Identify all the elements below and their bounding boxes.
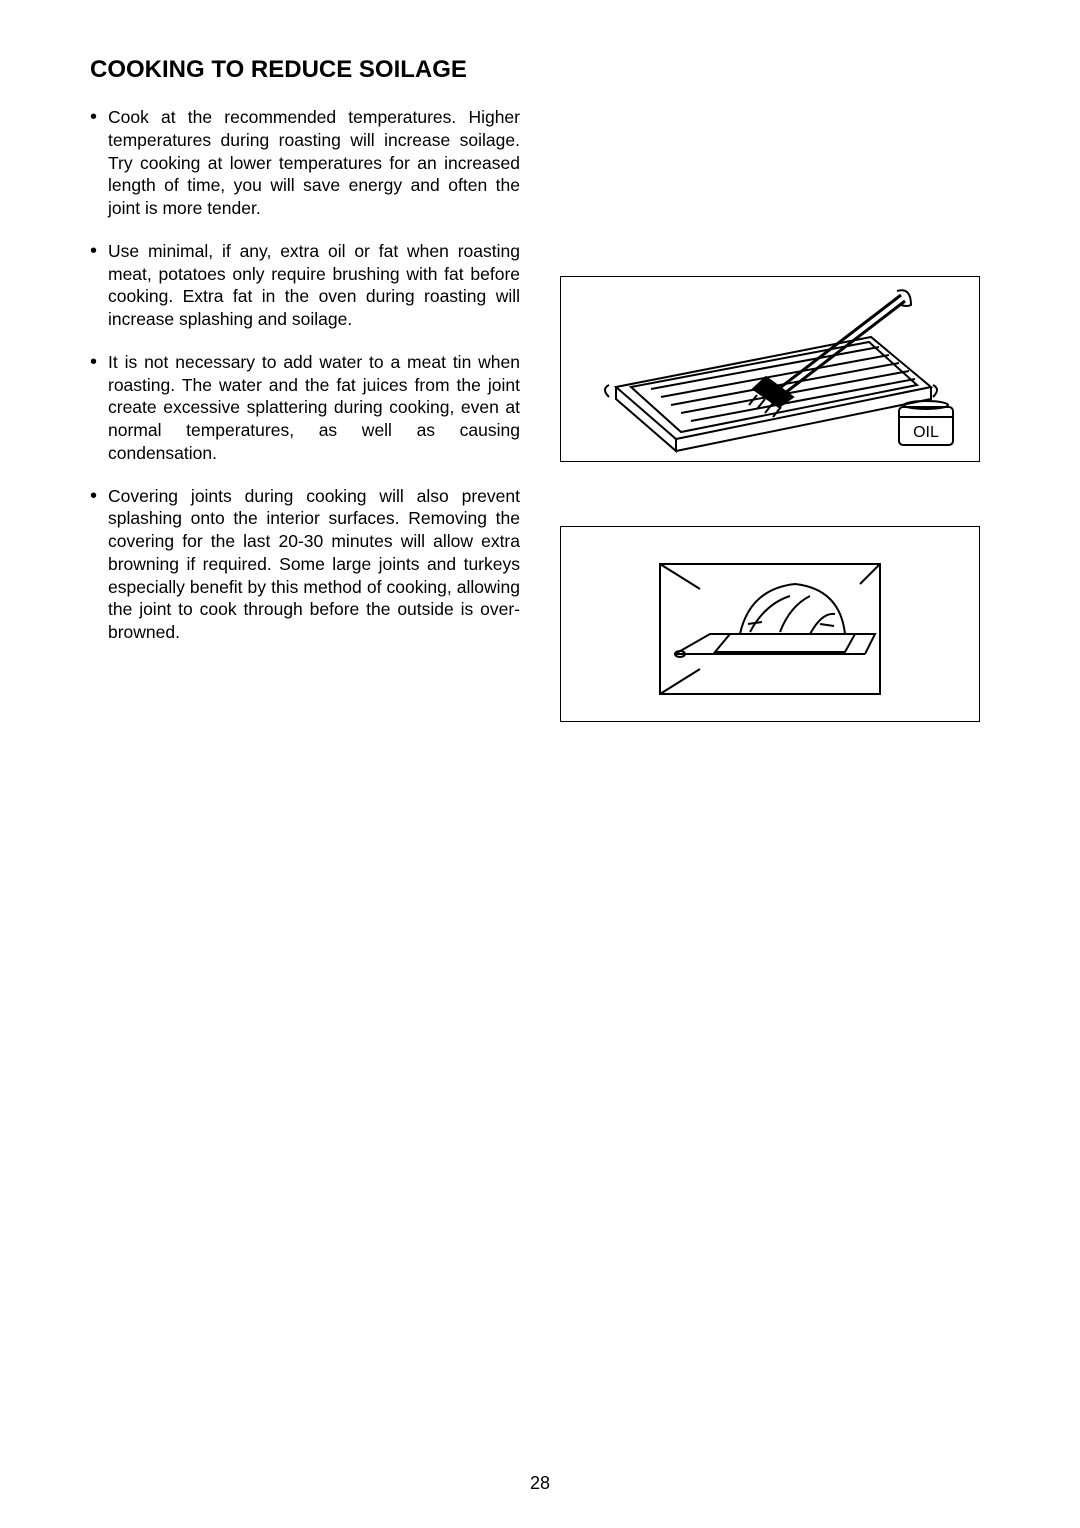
oil-label: OIL xyxy=(913,424,939,441)
figure-covered-joint xyxy=(560,526,980,722)
covered-joint-oven-icon xyxy=(630,534,910,714)
bullet-list: Cook at the recommended temperatures. Hi… xyxy=(90,106,520,644)
page-container: COOKING TO REDUCE SOILAGE Cook at the re… xyxy=(0,0,1080,1528)
list-item: Cook at the recommended temperatures. Hi… xyxy=(90,106,520,220)
section-heading: COOKING TO REDUCE SOILAGE xyxy=(90,56,990,84)
page-number: 28 xyxy=(0,1473,1080,1494)
list-item: It is not necessary to add water to a me… xyxy=(90,351,520,465)
roasting-tray-oil-icon: OIL xyxy=(561,277,981,463)
list-item: Covering joints during cooking will also… xyxy=(90,485,520,644)
left-column: Cook at the recommended temperatures. Hi… xyxy=(90,106,520,664)
content-columns: Cook at the recommended temperatures. Hi… xyxy=(90,106,990,664)
figure-roasting-tray: OIL xyxy=(560,276,980,462)
list-item: Use minimal, if any, extra oil or fat wh… xyxy=(90,240,520,331)
right-column: OIL xyxy=(560,106,990,664)
